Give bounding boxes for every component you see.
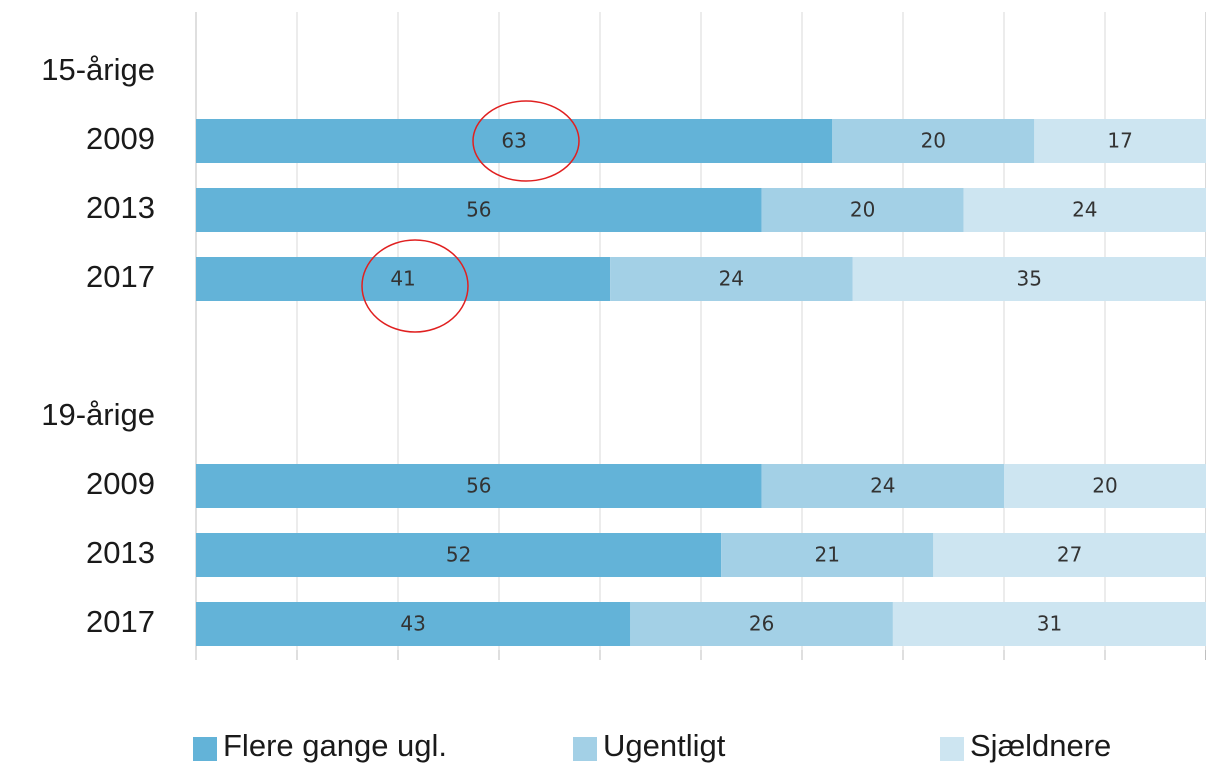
data-label: 27 [1057, 543, 1082, 567]
bar-segment [761, 464, 1004, 508]
data-label: 20 [1092, 474, 1117, 498]
bar-segment [196, 188, 762, 232]
highlight-circle [472, 100, 580, 182]
highlight-circle [361, 239, 469, 333]
category-label: 2009 [86, 121, 155, 156]
category-label: 2017 [86, 604, 155, 639]
data-label: 26 [749, 612, 774, 636]
bar-segment [196, 464, 762, 508]
bar-segment [1034, 119, 1206, 163]
bar-segment [721, 533, 934, 577]
data-label: 43 [400, 612, 425, 636]
bar-segment [761, 188, 964, 232]
data-label: 20 [850, 198, 875, 222]
data-label: 52 [446, 543, 471, 567]
legend-label: Flere gange ugl. [223, 728, 447, 763]
bar-segment [196, 119, 833, 163]
bar-segment [963, 188, 1206, 232]
bar-segment [196, 533, 722, 577]
category-label: 19-årige [41, 397, 155, 432]
bar-segment [852, 257, 1206, 301]
data-label: 24 [1072, 198, 1097, 222]
data-label: 24 [719, 267, 744, 291]
bar-segment [933, 533, 1206, 577]
bar-segment [630, 602, 893, 646]
data-label: 21 [815, 543, 840, 567]
category-label: 15-årige [41, 52, 155, 87]
legend-swatch [193, 737, 217, 761]
bar-segment [832, 119, 1035, 163]
legend-swatch [573, 737, 597, 761]
data-label: 20 [921, 129, 946, 153]
bar-segment [610, 257, 853, 301]
bar-segment [196, 257, 611, 301]
category-label: 2009 [86, 466, 155, 501]
bar-segment [1004, 464, 1206, 508]
bar-segment [196, 602, 631, 646]
bars [196, 119, 1206, 646]
data-label: 56 [466, 474, 491, 498]
bar-segment [892, 602, 1206, 646]
legend-label: Sjældnere [970, 728, 1111, 763]
data-label: 24 [870, 474, 895, 498]
data-label: 17 [1107, 129, 1132, 153]
data-label: 31 [1037, 612, 1062, 636]
category-label: 2013 [86, 535, 155, 570]
data-label: 35 [1017, 267, 1042, 291]
category-label: 2013 [86, 190, 155, 225]
data-label: 41 [390, 267, 415, 291]
data-label: 56 [466, 198, 491, 222]
data-label: 63 [501, 129, 526, 153]
legend-swatch [940, 737, 964, 761]
category-label: 2017 [86, 259, 155, 294]
legend-label: Ugentligt [603, 728, 726, 763]
